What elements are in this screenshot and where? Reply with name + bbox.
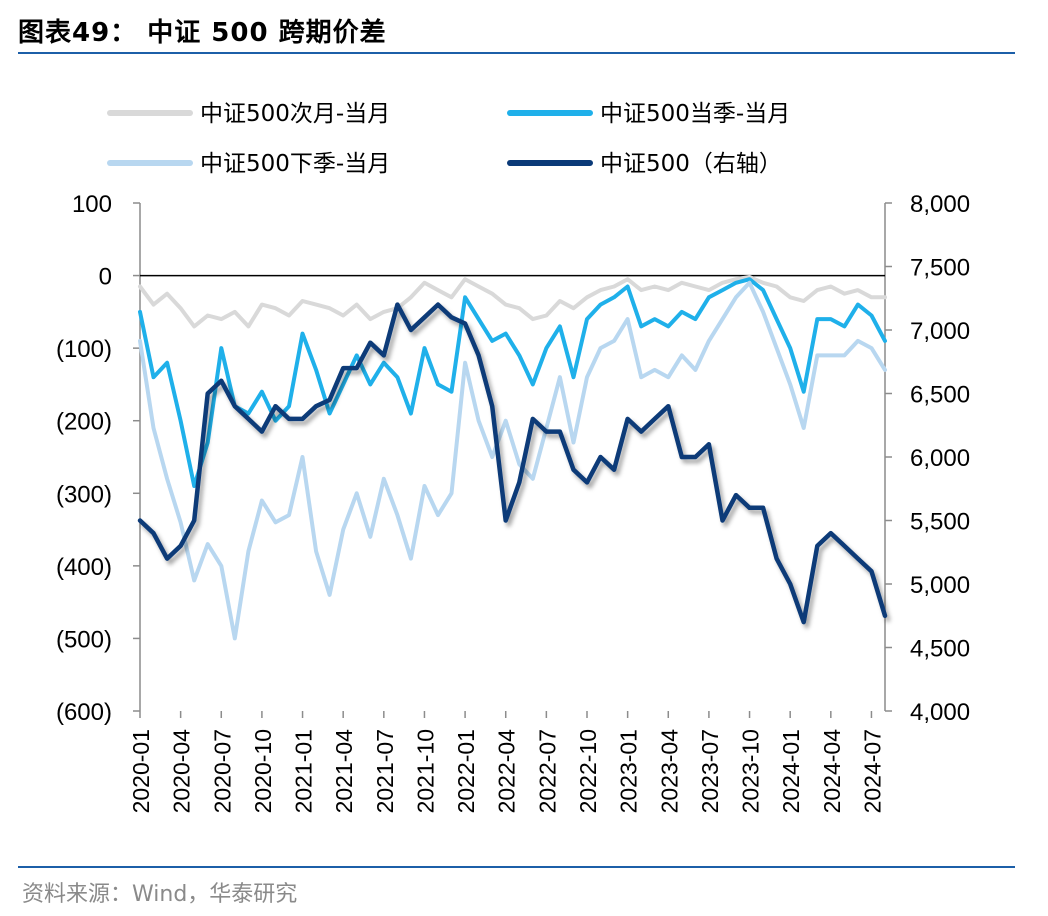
x-tick-label: 2022-07 (534, 729, 560, 813)
legend-label-current_quarter: 中证500当季-当月 (600, 101, 790, 127)
x-tick-label: 2021-07 (372, 729, 398, 813)
source-rule (18, 866, 1015, 868)
series-group (137, 275, 888, 641)
left-tick-label: (500) (56, 626, 112, 653)
left-tick-label: (200) (56, 409, 112, 436)
series-line-current_quarter (138, 277, 887, 488)
x-tick-label: 2020-04 (169, 729, 195, 814)
source-note: 资料来源：Wind，华泰研究 (22, 882, 298, 907)
x-tick-label: 2022-10 (575, 729, 601, 813)
axes: 100 0 (100) (200) (300) (400) (500) (600) 8,000 7… (56, 191, 970, 813)
right-tick-label: 5,500 (910, 509, 970, 536)
right-tick-label: 6,000 (910, 445, 970, 472)
series-line-next_quarter (138, 280, 887, 641)
legend-label-index: 中证500（右轴） (600, 151, 782, 177)
x-tick-label: 2023-07 (697, 729, 723, 813)
x-tick-label: 2024-01 (778, 729, 804, 813)
x-tick-label: 2022-04 (494, 729, 520, 814)
legend-label-next_quarter: 中证500下季-当月 (200, 151, 390, 177)
right-tick-label: 8,000 (910, 191, 970, 218)
series-line-index (137, 302, 888, 625)
page-title: 图表49： 中证 500 跨期价差 (18, 18, 387, 48)
right-tick-label: 7,000 (910, 318, 970, 345)
x-tick-label: 2020-01 (128, 729, 154, 813)
x-tick-label: 2023-10 (738, 729, 764, 813)
right-tick-label: 4,500 (910, 636, 970, 663)
x-tick-label: 2023-01 (616, 729, 642, 813)
series-line-next_month (138, 275, 887, 329)
right-tick-label: 6,500 (910, 382, 970, 409)
x-tick-label: 2020-07 (209, 729, 235, 813)
left-tick-label: (400) (56, 554, 112, 581)
left-tick-label: 0 (99, 264, 112, 291)
x-tick-label: 2021-10 (412, 729, 438, 813)
x-tick-label: 2020-10 (250, 729, 276, 813)
legend-label-next_month: 中证500次月-当月 (200, 101, 390, 127)
x-tick-label: 2022-01 (453, 729, 479, 813)
right-tick-label: 7,500 (910, 255, 970, 282)
x-tick-label: 2023-04 (656, 729, 682, 814)
left-tick-label: 100 (72, 191, 112, 218)
right-tick-label: 5,000 (910, 572, 970, 599)
x-tick-label: 2024-07 (859, 729, 885, 813)
x-tick-label: 2024-04 (819, 729, 845, 814)
left-tick-label: (300) (56, 481, 112, 508)
left-tick-label: (600) (56, 699, 112, 726)
x-tick-label: 2021-04 (331, 729, 357, 814)
x-tick-label: 2021-01 (291, 729, 317, 813)
left-tick-label: (100) (56, 336, 112, 363)
right-tick-label: 4,000 (910, 699, 970, 726)
title-rule (18, 52, 1015, 54)
